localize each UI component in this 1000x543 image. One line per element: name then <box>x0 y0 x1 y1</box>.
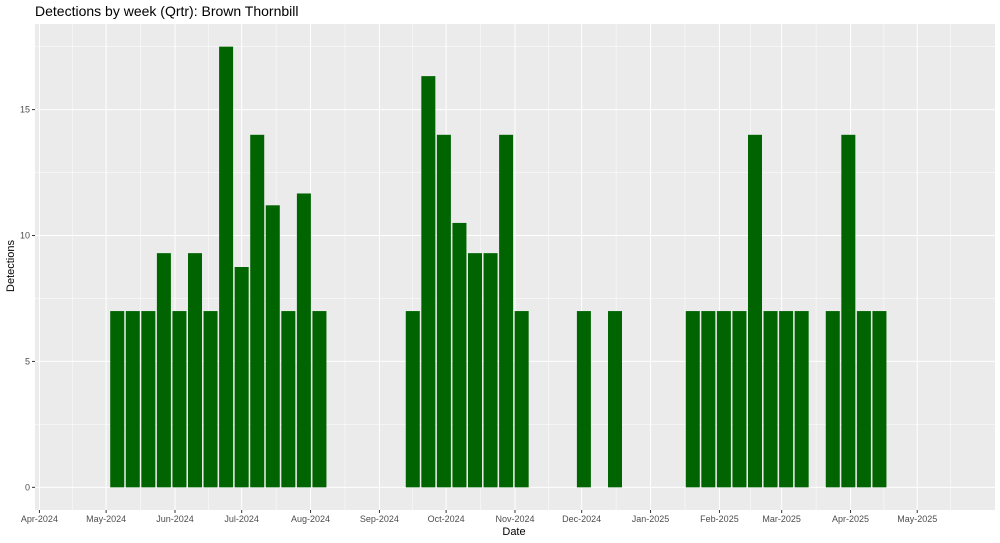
bar <box>499 134 514 488</box>
x-tick-label: May-2024 <box>86 514 126 524</box>
bar <box>296 193 311 488</box>
bar <box>110 311 125 488</box>
y-axis-title: Detections <box>5 240 17 292</box>
bar <box>872 311 887 488</box>
bar <box>763 311 778 488</box>
bar <box>172 311 187 488</box>
bar <box>156 253 171 488</box>
bar <box>841 134 856 488</box>
x-axis: Apr-2024 May-2024 Jun-2024 Jul-2024 Aug-2024… <box>21 510 937 524</box>
bar <box>779 311 794 488</box>
x-tick-label: Mar-2025 <box>762 514 801 524</box>
bar <box>219 46 234 488</box>
bar <box>825 311 840 488</box>
bar <box>716 311 731 488</box>
bar <box>203 311 218 488</box>
y-tick-label: 0 <box>25 482 30 492</box>
bar <box>856 311 871 488</box>
x-tick-label: Sep-2024 <box>360 514 399 524</box>
bar <box>452 222 467 488</box>
bar <box>281 311 296 488</box>
bar <box>436 134 451 488</box>
x-tick-label: Jan-2025 <box>632 514 670 524</box>
x-tick-label: Oct-2024 <box>428 514 465 524</box>
bar <box>141 311 156 488</box>
bar-series <box>110 46 887 488</box>
bar <box>483 253 498 488</box>
x-tick-label: Nov-2024 <box>495 514 534 524</box>
y-tick-label: 15 <box>20 105 30 115</box>
bar <box>748 134 762 488</box>
bar <box>685 311 700 488</box>
bar <box>234 267 249 488</box>
bar <box>608 311 622 488</box>
bar <box>250 134 265 488</box>
bar <box>188 253 202 488</box>
x-tick-label: Aug-2024 <box>291 514 330 524</box>
y-tick-label: 5 <box>25 356 30 366</box>
x-tick-label: May-2025 <box>897 514 937 524</box>
bar <box>265 205 280 488</box>
bar <box>312 311 327 488</box>
bar <box>125 311 140 488</box>
x-tick-label: Dec-2024 <box>562 514 601 524</box>
bar <box>732 311 747 488</box>
bar <box>405 311 420 488</box>
y-tick-label: 10 <box>20 231 30 241</box>
bar <box>794 311 809 488</box>
x-axis-title: Date <box>502 526 525 538</box>
x-tick-label: Apr-2025 <box>832 514 869 524</box>
bar <box>514 311 529 488</box>
bar <box>468 253 482 488</box>
x-tick-label: Feb-2025 <box>700 514 739 524</box>
x-tick-label: Jun-2024 <box>156 514 194 524</box>
bar <box>701 311 716 488</box>
bar <box>576 311 591 488</box>
y-axis: 0 5 10 15 <box>20 105 35 492</box>
x-tick-label: Apr-2024 <box>21 514 58 524</box>
x-tick-label: Jul-2024 <box>224 514 259 524</box>
bar <box>421 76 436 488</box>
chart-title: Detections by week (Qrtr): Brown Thornbi… <box>35 3 299 19</box>
